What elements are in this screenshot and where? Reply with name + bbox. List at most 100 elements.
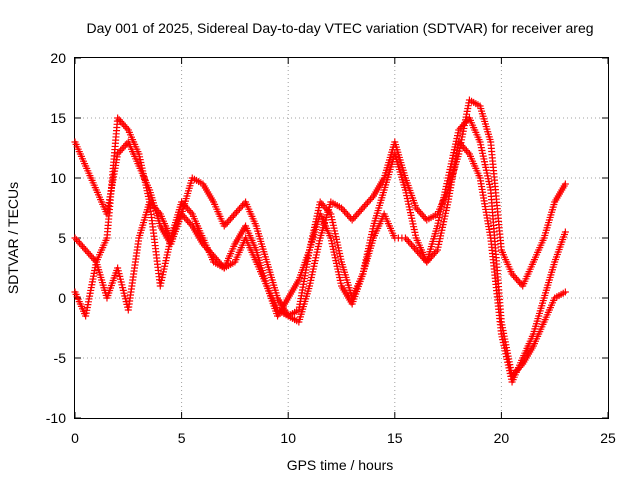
data-point [120,121,128,129]
data-point [424,256,432,264]
data-point [426,255,434,263]
data-point [359,204,367,212]
data-point [354,209,362,217]
y-tick-label: -10 [46,410,66,426]
data-point [414,206,422,214]
data-point [210,252,218,260]
data-point [185,219,193,227]
grid [75,58,608,418]
data-point [155,208,163,216]
data-point [321,203,329,211]
data-point [232,208,240,216]
series-track-3 [71,114,569,386]
data-point [561,228,569,236]
data-point [77,241,85,249]
data-point [403,236,411,244]
data-point [455,126,463,134]
data-point [459,121,467,129]
data-point [118,145,126,153]
data-point [316,198,324,206]
data-point [513,275,521,283]
data-point [200,242,208,250]
data-point [120,143,128,151]
data-point [348,216,356,224]
data-point [228,213,236,221]
data-point [88,253,96,261]
y-tick-label: 20 [50,50,66,66]
data-point [511,273,519,281]
axis-ticks: 0 5 10 15 20 25 -10 -5 0 5 10 15 20 [46,50,616,446]
data-point [73,236,81,244]
data-point [365,197,373,205]
data-point [356,207,364,215]
data-point [235,205,243,213]
data-point [353,211,361,219]
data-point [417,209,425,217]
data-point [74,237,82,245]
data-point [412,204,420,212]
data-point [117,117,125,125]
data-point [114,114,122,122]
data-point [199,240,207,248]
data-point [239,201,247,209]
data-point [226,215,234,223]
data-point [338,204,345,212]
data-point [203,245,211,253]
data-point [418,253,426,261]
data-point [178,210,186,218]
data-point [344,211,352,219]
data-point [456,124,464,132]
data-point [362,201,370,209]
x-tick-label: 15 [387,430,403,446]
data-point [409,243,417,251]
data-point [182,203,190,211]
data-point [462,117,470,125]
data-point [339,206,347,214]
data-point [423,258,431,266]
data-point [152,205,160,213]
data-point [360,202,368,210]
data-point [401,234,409,242]
data-point [462,147,470,155]
data-point [350,214,358,222]
x-tick-label: 5 [178,430,186,446]
data-point [222,220,230,228]
x-tick-label: 20 [494,430,510,446]
data-point [123,124,131,132]
x-tick-label: 25 [600,430,616,446]
data-point [420,255,428,263]
data-point [71,234,79,242]
data-point [432,248,440,256]
data-point [414,248,422,256]
data-point [408,241,416,249]
data-point [561,180,569,188]
data-point [430,249,438,257]
data-point [205,247,213,255]
data-point [181,213,189,221]
chart-title: Day 001 of 2025, Sidereal Day-to-day VTE… [86,20,593,36]
data-point [415,207,423,215]
data-point [208,250,216,258]
data-point [456,140,464,148]
data-point [181,201,189,209]
data-point [363,199,371,207]
data-point [318,200,326,208]
data-point [324,207,332,215]
data-point [207,249,215,257]
data-point [184,217,192,225]
data-point [121,123,129,131]
x-tick-label: 0 [71,430,79,446]
data-point [184,205,192,213]
data-point [458,141,466,149]
x-tick-label: 10 [280,430,296,446]
data-point [345,213,353,221]
data-point [319,201,327,209]
data-point [76,239,84,247]
data-point [217,261,225,269]
data-point [458,123,466,131]
data-point [418,211,426,219]
data-point [211,254,219,262]
data-point [325,208,333,216]
data-point [464,148,472,156]
